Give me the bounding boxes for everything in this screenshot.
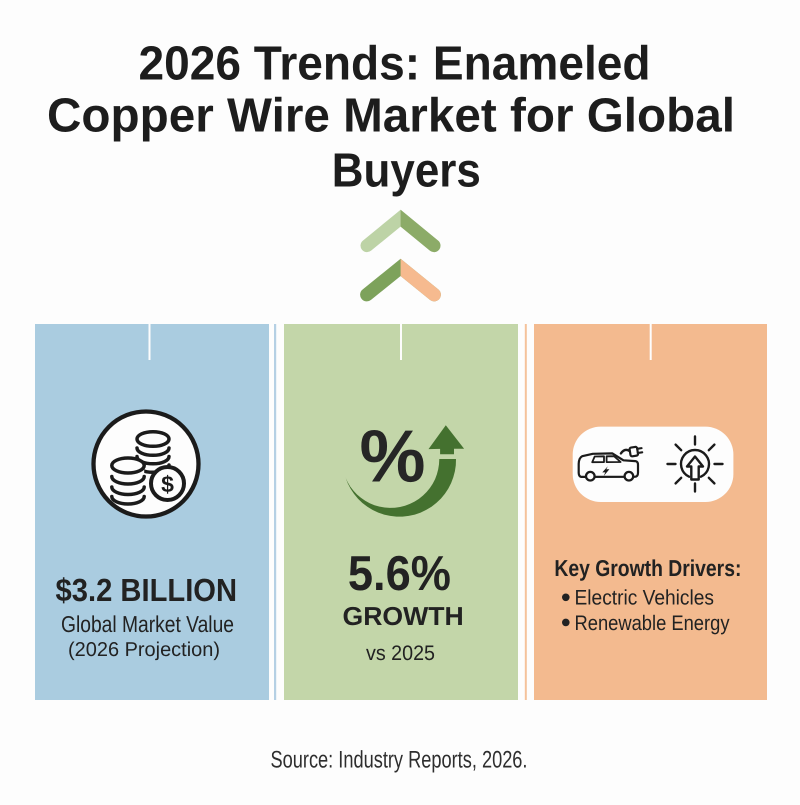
svg-text:Global Market Value: Global Market Value — [61, 611, 234, 637]
svg-text:Buyers: Buyers — [332, 144, 481, 197]
svg-text:(2026 Projection): (2026 Projection) — [68, 639, 220, 661]
svg-text:5.6%: 5.6% — [348, 547, 451, 601]
svg-text:Renewable Energy: Renewable Energy — [575, 612, 730, 635]
svg-text:%: % — [360, 415, 426, 498]
svg-text:$3.2 BILLION: $3.2 BILLION — [56, 572, 238, 608]
svg-text:Copper Wire Market for Global: Copper Wire Market for Global — [47, 89, 735, 142]
svg-text:Source: Industry Reports, 2026: Source: Industry Reports, 2026. — [271, 747, 528, 774]
svg-text:GROWTH: GROWTH — [343, 601, 464, 631]
svg-text:vs 2025: vs 2025 — [366, 642, 435, 665]
svg-text:$: $ — [161, 471, 174, 497]
svg-text:Key Growth Drivers:: Key Growth Drivers: — [554, 555, 741, 581]
svg-text:2026 Trends: Enameled: 2026 Trends: Enameled — [139, 38, 651, 91]
svg-text:Electric Vehicles: Electric Vehicles — [575, 587, 715, 610]
